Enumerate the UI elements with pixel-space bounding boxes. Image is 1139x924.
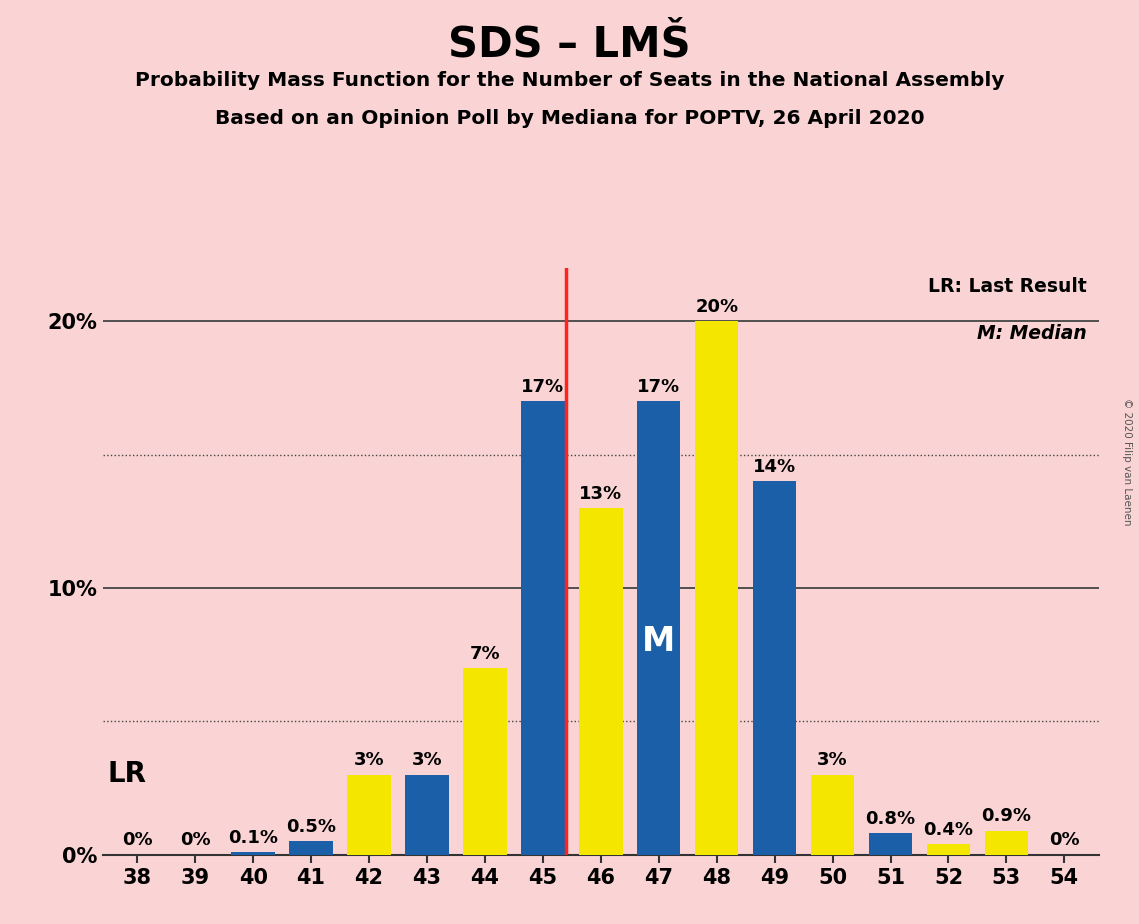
Text: 0%: 0% (1049, 832, 1080, 849)
Bar (231, 852, 274, 855)
Text: 3%: 3% (354, 751, 384, 770)
Bar (811, 774, 854, 855)
Text: 0.5%: 0.5% (286, 818, 336, 836)
Text: LR: Last Result: LR: Last Result (928, 277, 1087, 296)
Text: 0%: 0% (180, 832, 211, 849)
Text: 20%: 20% (695, 298, 738, 316)
Text: 3%: 3% (818, 751, 847, 770)
Text: Based on an Opinion Poll by Mediana for POPTV, 26 April 2020: Based on an Opinion Poll by Mediana for … (214, 109, 925, 128)
Text: M: Median: M: Median (977, 323, 1087, 343)
Text: 0.9%: 0.9% (982, 808, 1032, 825)
Text: 13%: 13% (580, 485, 622, 503)
Bar (522, 401, 565, 855)
Text: 3%: 3% (411, 751, 442, 770)
Text: Probability Mass Function for the Number of Seats in the National Assembly: Probability Mass Function for the Number… (134, 71, 1005, 91)
Bar (405, 774, 449, 855)
Text: LR: LR (107, 760, 146, 788)
Bar (637, 401, 680, 855)
Text: 0.1%: 0.1% (228, 829, 278, 846)
Bar (869, 833, 912, 855)
Text: 0%: 0% (122, 832, 153, 849)
Text: 14%: 14% (753, 458, 796, 476)
Bar (464, 668, 507, 855)
Bar (347, 774, 391, 855)
Bar (927, 844, 970, 855)
Text: 0.4%: 0.4% (924, 821, 974, 839)
Text: 7%: 7% (469, 645, 500, 663)
Bar (753, 481, 796, 855)
Bar (695, 322, 738, 855)
Text: SDS – LMŠ: SDS – LMŠ (448, 23, 691, 65)
Text: 0.8%: 0.8% (866, 810, 916, 828)
Text: M: M (642, 625, 675, 658)
Text: 17%: 17% (637, 378, 680, 396)
Text: 17%: 17% (522, 378, 565, 396)
Bar (289, 842, 333, 855)
Bar (985, 831, 1029, 855)
Bar (579, 508, 623, 855)
Text: © 2020 Filip van Laenen: © 2020 Filip van Laenen (1122, 398, 1132, 526)
